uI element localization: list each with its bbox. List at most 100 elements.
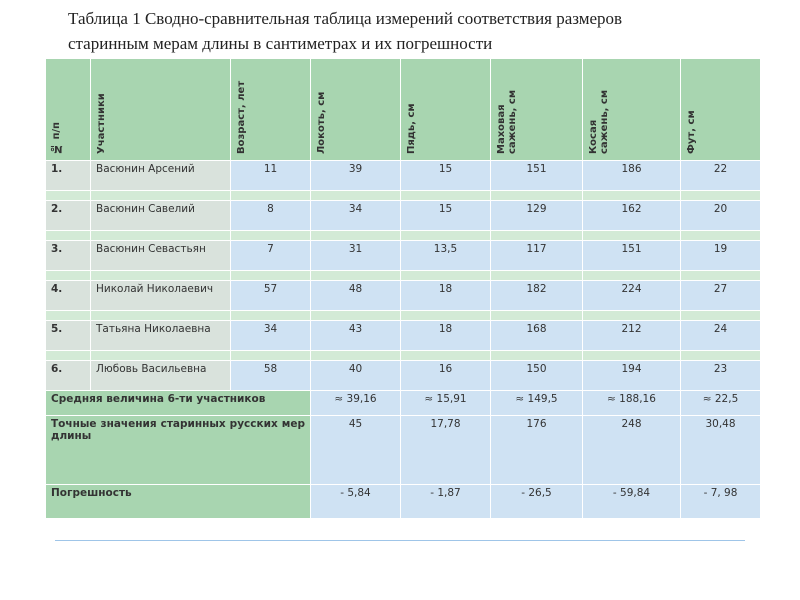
data-row: 3. Васюнин Севастьян 7 31 13,5 117 151 19 — [45, 240, 761, 271]
cell: Васюнин Арсений — [90, 160, 231, 191]
cell: 19 — [680, 240, 761, 271]
spacer-cell — [490, 350, 583, 361]
spacer-cell — [90, 230, 231, 241]
header-cell: Фут, см — [680, 58, 761, 161]
header-text: № п/п — [51, 122, 62, 154]
rule — [55, 540, 745, 541]
spacer-cell — [230, 230, 311, 241]
header-text: Фут, см — [686, 110, 697, 154]
cell: 224 — [582, 280, 681, 311]
data-row: 5. Татьяна Николаевна 34 43 18 168 212 24 — [45, 320, 761, 351]
spacer-cell — [582, 310, 681, 321]
summary-row: Средняя величина 6-ти участников ≈ 39,16 ≈… — [45, 390, 761, 416]
header-cell: Маховая сажень, см — [490, 58, 583, 161]
cell: 15 — [400, 160, 491, 191]
spacer-cell — [400, 190, 491, 201]
spacer-cell — [90, 310, 231, 321]
cell: 22 — [680, 160, 761, 191]
cell: 151 — [582, 240, 681, 271]
cell: 162 — [582, 200, 681, 231]
spacer-cell — [45, 190, 91, 201]
table: № п/п Участники Возраст, лет Локоть, см Пядь… — [45, 58, 761, 519]
header-cell: № п/п — [45, 58, 91, 161]
header-text: Участники — [96, 93, 107, 154]
header-cell: Косая сажень, см — [582, 58, 681, 161]
cell: 39 — [310, 160, 401, 191]
cell: 31 — [310, 240, 401, 271]
cell: 151 — [490, 160, 583, 191]
spacer-cell — [582, 230, 681, 241]
spacer-cell — [582, 270, 681, 281]
spacer-cell — [400, 310, 491, 321]
data-row: 2. Васюнин Савелий 8 34 15 129 162 20 — [45, 200, 761, 231]
cell: 212 — [582, 320, 681, 351]
cell: 24 — [680, 320, 761, 351]
title: Таблица 1 Сводно-сравнительная таблица и… — [68, 6, 622, 56]
summary-value: - 26,5 — [490, 484, 583, 519]
cell: 194 — [582, 360, 681, 391]
cell: 129 — [490, 200, 583, 231]
cell: 58 — [230, 360, 311, 391]
summary-value: ≈ 149,5 — [490, 390, 583, 416]
header-text: Локоть, см — [316, 91, 327, 154]
spacer-cell — [680, 190, 761, 201]
header-cell: Пядь, см — [400, 58, 491, 161]
cell: Николай Николаевич — [90, 280, 231, 311]
spacer-cell — [90, 350, 231, 361]
data-row: 1. Васюнин Арсений 11 39 15 151 186 22 — [45, 160, 761, 191]
cell: 13,5 — [400, 240, 491, 271]
cell: Васюнин Савелий — [90, 200, 231, 231]
title-line: старинным мерам длины в сантиметрах и их… — [68, 34, 493, 53]
header-text: Косая сажень, см — [588, 89, 610, 154]
header-text: Маховая сажень, см — [496, 89, 518, 154]
summary-value: ≈ 188,16 — [582, 390, 681, 416]
cell: 34 — [230, 320, 311, 351]
spacer-cell — [90, 270, 231, 281]
summary-value: - 1,87 — [400, 484, 491, 519]
cell: 6. — [45, 360, 91, 391]
spacer-cell — [490, 230, 583, 241]
spacer-cell — [490, 270, 583, 281]
data-row: 6. Любовь Васильевна 58 40 16 150 194 23 — [45, 360, 761, 391]
spacer-cell — [582, 350, 681, 361]
cell: 18 — [400, 280, 491, 311]
header-cell: Возраст, лет — [230, 58, 311, 161]
summary-value: 248 — [582, 415, 681, 485]
cell: 4. — [45, 280, 91, 311]
cell: 23 — [680, 360, 761, 391]
cell: 2. — [45, 200, 91, 231]
cell: 16 — [400, 360, 491, 391]
summary-value: - 5,84 — [310, 484, 401, 519]
spacer-cell — [230, 270, 311, 281]
cell: 20 — [680, 200, 761, 231]
title-line: Таблица 1 Сводно-сравнительная таблица и… — [68, 9, 623, 28]
spacer-cell — [310, 350, 401, 361]
summary-value: 45 — [310, 415, 401, 485]
cell: 150 — [490, 360, 583, 391]
cell: 11 — [230, 160, 311, 191]
cell: 168 — [490, 320, 583, 351]
header-row: № п/п Участники Возраст, лет Локоть, см Пядь… — [45, 58, 761, 161]
cell: 7 — [230, 240, 311, 271]
cell: 186 — [582, 160, 681, 191]
summary-label: Погрешность — [45, 484, 311, 519]
spacer-cell — [45, 350, 91, 361]
spacer-row — [45, 230, 761, 241]
header-text: Возраст, лет — [236, 80, 247, 154]
spacer-cell — [310, 230, 401, 241]
spacer-cell — [310, 270, 401, 281]
cell: Любовь Васильевна — [90, 360, 231, 391]
summary-value: ≈ 15,91 — [400, 390, 491, 416]
data-row: 4. Николай Николаевич 57 48 18 182 224 27 — [45, 280, 761, 311]
summary-row: Точные значения старинных русских мер дл… — [45, 415, 761, 485]
spacer-cell — [400, 270, 491, 281]
summary-label: Точные значения старинных русских мер дл… — [45, 415, 311, 485]
cell: 40 — [310, 360, 401, 391]
cell: 48 — [310, 280, 401, 311]
spacer-cell — [310, 190, 401, 201]
summary-value: 17,78 — [400, 415, 491, 485]
summary-label: Средняя величина 6-ти участников — [45, 390, 311, 416]
spacer-cell — [400, 230, 491, 241]
spacer-cell — [490, 310, 583, 321]
